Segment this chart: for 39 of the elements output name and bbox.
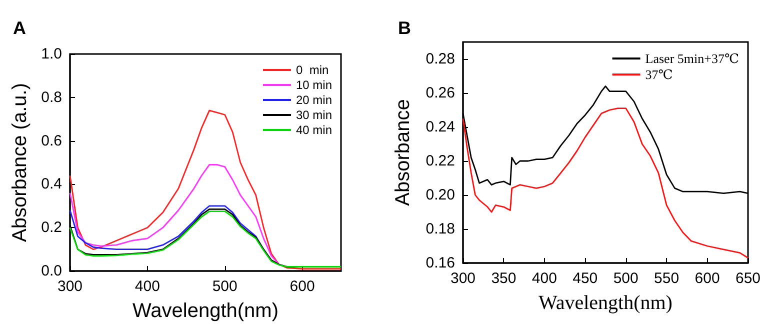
legend-label: 40 min bbox=[296, 123, 332, 137]
y-tick-label: 0.0 bbox=[41, 262, 62, 280]
x-tick-label: 650 bbox=[735, 270, 761, 287]
x-tick-label: 600 bbox=[694, 270, 720, 287]
x-tick-label: 350 bbox=[491, 270, 516, 287]
y-tick-label: 1.0 bbox=[41, 46, 62, 62]
y-tick-label: 0.2 bbox=[41, 219, 62, 236]
y-tick-label: 0.22 bbox=[426, 152, 455, 170]
legend-label: 10 min bbox=[296, 78, 332, 92]
x-tick-label: 500 bbox=[212, 278, 238, 295]
y-tick-label: 0.24 bbox=[426, 118, 455, 136]
y-tick-label: 0.4 bbox=[41, 176, 62, 193]
y-tick-label: 0.18 bbox=[426, 220, 455, 238]
y-tick-label: 0.6 bbox=[41, 132, 62, 150]
chart-title: B bbox=[398, 18, 411, 38]
x-tick-label: 300 bbox=[450, 270, 476, 287]
x-tick-label: 500 bbox=[613, 270, 638, 287]
chart-title: A bbox=[13, 18, 26, 38]
x-axis-title: Wavelength(nm) bbox=[538, 292, 672, 314]
x-tick-label: 450 bbox=[572, 270, 598, 287]
line-series bbox=[462, 108, 749, 259]
y-tick-label: 0.28 bbox=[426, 50, 455, 68]
y-axis-title: Absorbance (a.u.) bbox=[9, 83, 31, 242]
x-tick-label: 600 bbox=[290, 278, 315, 295]
x-axis-title: Wavelength(nm) bbox=[132, 300, 278, 322]
x-tick-label: 400 bbox=[532, 270, 557, 287]
legend-label: 37℃ bbox=[645, 67, 673, 82]
y-tick-label: 0.16 bbox=[426, 254, 455, 272]
y-tick-label: 0.8 bbox=[41, 88, 62, 106]
y-tick-label: 0.26 bbox=[426, 84, 455, 102]
legend-label: Laser 5min+37℃ bbox=[645, 51, 739, 66]
legend-label: 30 min bbox=[296, 108, 332, 122]
y-axis-title: Absorbance bbox=[392, 99, 414, 206]
x-tick-label: 550 bbox=[654, 270, 680, 287]
y-tick-label: 0.20 bbox=[426, 186, 455, 204]
x-tick-label: 400 bbox=[134, 278, 160, 295]
legend-label: 20 min bbox=[296, 93, 332, 107]
legend-label: 0 min bbox=[296, 63, 329, 77]
x-tick-label: 300 bbox=[57, 278, 83, 295]
